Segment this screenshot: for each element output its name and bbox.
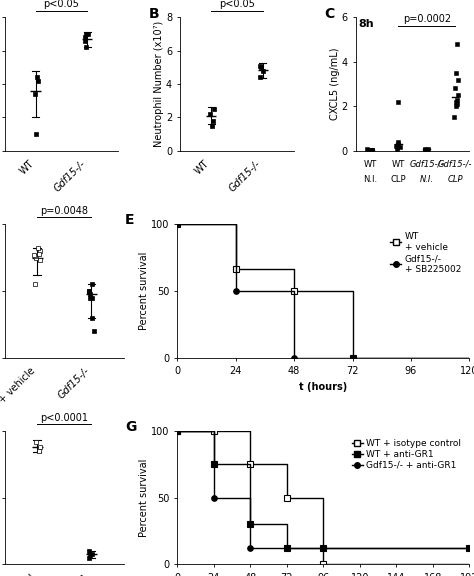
Text: Gdf15-/-: Gdf15-/- — [228, 159, 263, 194]
Text: N.I.: N.I. — [420, 175, 434, 184]
Text: p=0.0002: p=0.0002 — [403, 14, 451, 24]
Text: G: G — [125, 420, 137, 434]
Text: Gdf15-/-: Gdf15-/- — [52, 159, 87, 194]
Text: E: E — [125, 214, 135, 228]
Text: WT + anti-GR1: WT + anti-GR1 — [33, 573, 91, 576]
X-axis label: t (hours): t (hours) — [299, 381, 347, 392]
Text: Gdf15-/-: Gdf15-/- — [56, 366, 91, 401]
Text: WT: WT — [392, 160, 405, 169]
Text: p<0.05: p<0.05 — [44, 0, 79, 9]
Y-axis label: CXCL5 (ng/mL): CXCL5 (ng/mL) — [330, 48, 340, 120]
Text: 8h: 8h — [358, 18, 374, 29]
Text: WT + vehicle: WT + vehicle — [0, 366, 37, 418]
Legend: WT + isotype control, WT + anti-GR1, Gdf15-/- + anti-GR1: WT + isotype control, WT + anti-GR1, Gdf… — [348, 435, 465, 473]
Text: CLP: CLP — [391, 175, 406, 184]
Text: p<0.0001: p<0.0001 — [40, 413, 88, 423]
Text: Gdf15-/-: Gdf15-/- — [438, 160, 473, 169]
Legend: WT
+ vehicle, Gdf15-/-
+ SB225002: WT + vehicle, Gdf15-/- + SB225002 — [387, 229, 465, 278]
Text: CLP: CLP — [447, 175, 463, 184]
Text: N.I.: N.I. — [363, 175, 377, 184]
Y-axis label: Percent survival: Percent survival — [139, 458, 149, 537]
Text: WT: WT — [193, 159, 211, 177]
Text: p=0.0048: p=0.0048 — [40, 206, 88, 216]
Text: p<0.05: p<0.05 — [219, 0, 255, 9]
Y-axis label: Neutrophil Number (x10⁷): Neutrophil Number (x10⁷) — [155, 21, 164, 147]
Text: B: B — [149, 6, 159, 21]
Text: Gdf15-/-: Gdf15-/- — [410, 160, 444, 169]
Text: WT + isotype control: WT + isotype control — [0, 573, 37, 576]
Y-axis label: Percent survival: Percent survival — [139, 252, 149, 330]
Text: WT: WT — [18, 159, 36, 177]
Text: C: C — [324, 6, 335, 21]
Text: WT: WT — [364, 160, 377, 169]
